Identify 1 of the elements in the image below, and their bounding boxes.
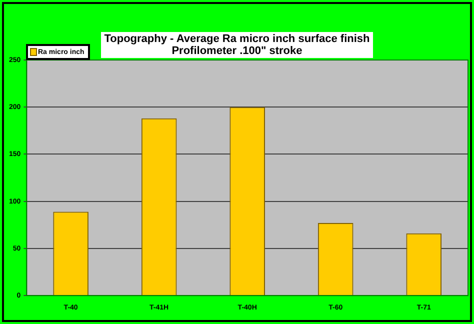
chart-title: Topography - Average Ra micro inch surface finish Profilometer .100" stroke bbox=[101, 32, 373, 58]
